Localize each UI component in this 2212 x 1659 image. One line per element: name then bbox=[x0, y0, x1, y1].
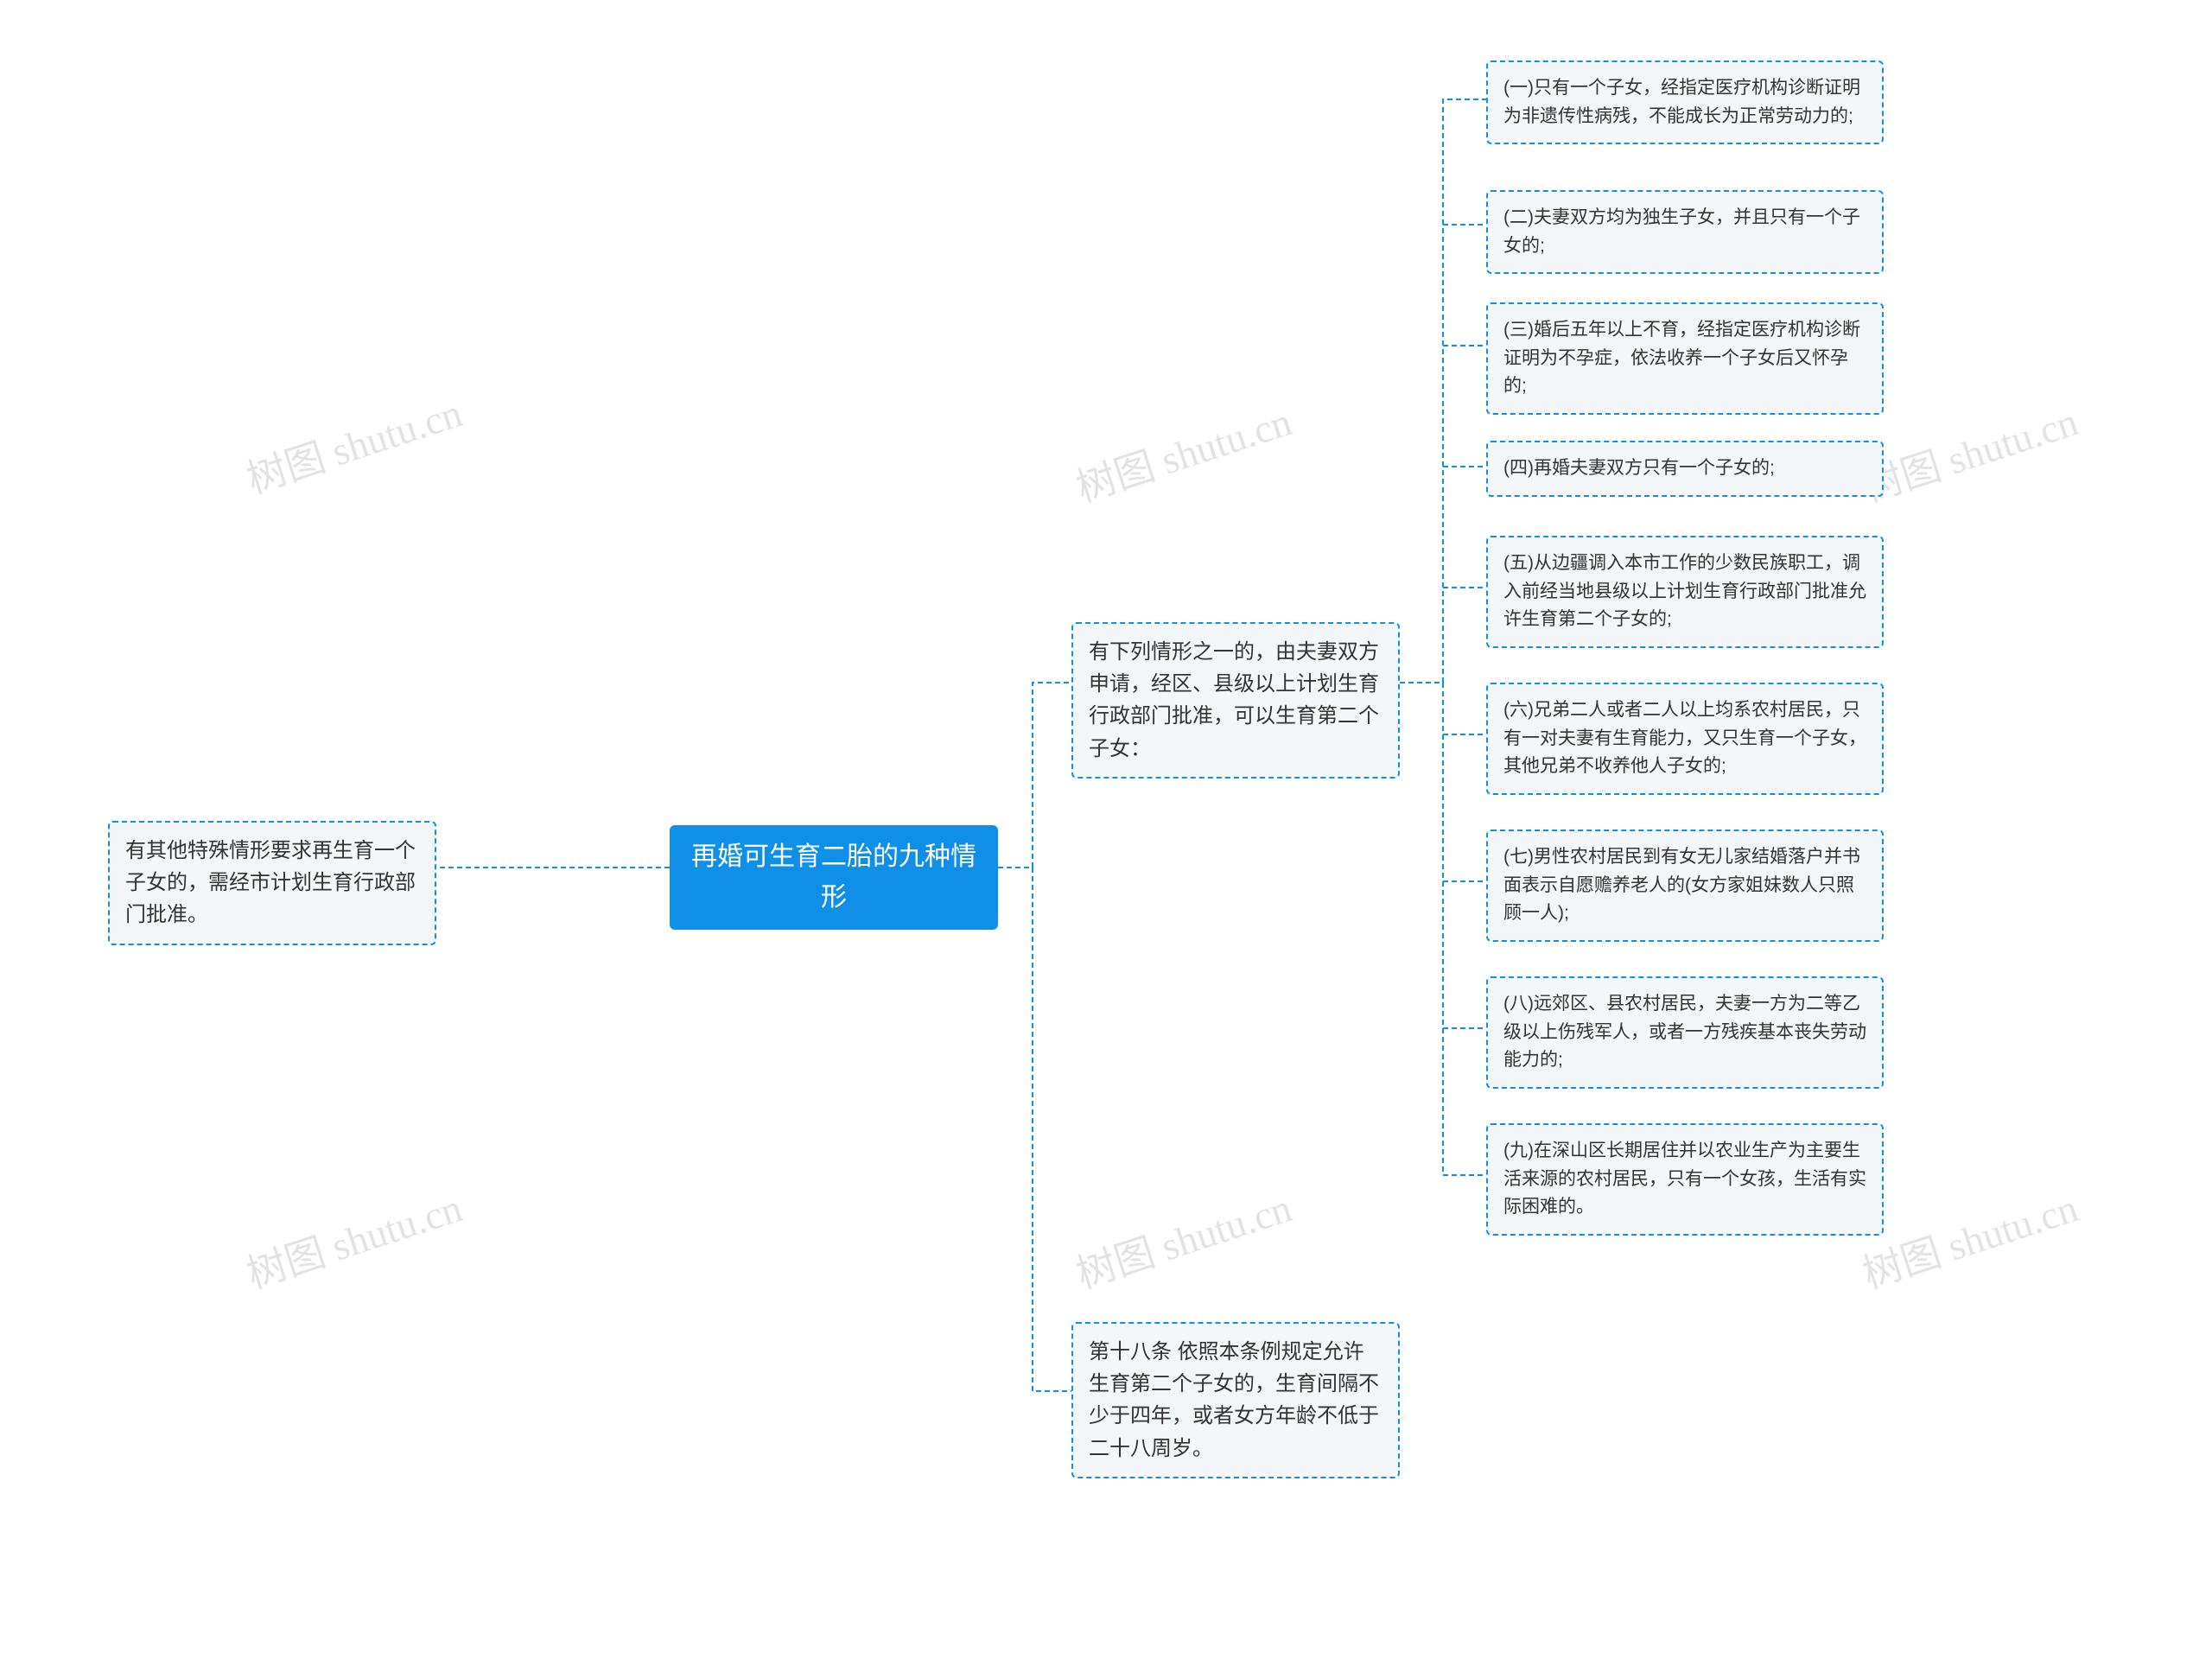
right-sub-0[interactable]: 有下列情形之一的，由夫妻双方申请，经区、县级以上计划生育行政部门批准，可以生育第… bbox=[1071, 622, 1400, 779]
leaf-0[interactable]: (一)只有一个子女，经指定医疗机构诊断证明为非遗传性病残，不能成长为正常劳动力的… bbox=[1486, 60, 1884, 144]
left-node[interactable]: 有其他特殊情形要求再生育一个子女的，需经市计划生育行政部门批准。 bbox=[108, 821, 436, 945]
right-sub-0-label: 有下列情形之一的，由夫妻双方申请，经区、县级以上计划生育行政部门批准，可以生育第… bbox=[1089, 640, 1379, 760]
right-sub-1[interactable]: 第十八条 依照本条例规定允许生育第二个子女的，生育间隔不少于四年，或者女方年龄不… bbox=[1071, 1322, 1400, 1478]
leaf-5[interactable]: (六)兄弟二人或者二人以上均系农村居民，只有一对夫妻有生育能力，又只生育一个子女… bbox=[1486, 683, 1884, 795]
leaf-2[interactable]: (三)婚后五年以上不育，经指定医疗机构诊断证明为不孕症，依法收养一个子女后又怀孕… bbox=[1486, 302, 1884, 415]
watermark: 树图 shutu.cn bbox=[1854, 391, 2084, 514]
leaf-7-label: (八)远郊区、县农村居民，夫妻一方为二等乙级以上伤残军人，或者一方残疾基本丧失劳… bbox=[1503, 994, 1866, 1070]
leaf-5-label: (六)兄弟二人或者二人以上均系农村居民，只有一对夫妻有生育能力，又只生育一个子女… bbox=[1503, 700, 1866, 776]
leaf-8-label: (九)在深山区长期居住并以农业生产为主要生活来源的农村居民，只有一个女孩，生活有… bbox=[1503, 1141, 1866, 1217]
leaf-0-label: (一)只有一个子女，经指定医疗机构诊断证明为非遗传性病残，不能成长为正常劳动力的… bbox=[1503, 78, 1860, 126]
leaf-3[interactable]: (四)再婚夫妻双方只有一个子女的; bbox=[1486, 441, 1884, 497]
leaf-1-label: (二)夫妻双方均为独生子女，并且只有一个子女的; bbox=[1503, 207, 1860, 256]
root-label: 再婚可生育二胎的九种情形 bbox=[691, 842, 976, 912]
right-sub-1-label: 第十八条 依照本条例规定允许生育第二个子女的，生育间隔不少于四年，或者女方年龄不… bbox=[1089, 1340, 1379, 1460]
watermark: 树图 shutu.cn bbox=[1068, 1177, 1298, 1300]
watermark: 树图 shutu.cn bbox=[238, 382, 468, 505]
leaf-3-label: (四)再婚夫妻双方只有一个子女的; bbox=[1503, 458, 1775, 478]
leaf-1[interactable]: (二)夫妻双方均为独生子女，并且只有一个子女的; bbox=[1486, 190, 1884, 274]
watermark: 树图 shutu.cn bbox=[238, 1177, 468, 1300]
watermark: 树图 shutu.cn bbox=[1854, 1177, 2084, 1300]
leaf-2-label: (三)婚后五年以上不育，经指定医疗机构诊断证明为不孕症，依法收养一个子女后又怀孕… bbox=[1503, 320, 1860, 396]
leaf-7[interactable]: (八)远郊区、县农村居民，夫妻一方为二等乙级以上伤残军人，或者一方残疾基本丧失劳… bbox=[1486, 976, 1884, 1089]
leaf-4-label: (五)从边疆调入本市工作的少数民族职工，调入前经当地县级以上计划生育行政部门批准… bbox=[1503, 553, 1866, 629]
leaf-6-label: (七)男性农村居民到有女无儿家结婚落户并书面表示自愿赡养老人的(女方家姐妹数人只… bbox=[1503, 847, 1860, 923]
watermark: 树图 shutu.cn bbox=[1068, 391, 1298, 514]
leaf-8[interactable]: (九)在深山区长期居住并以农业生产为主要生活来源的农村居民，只有一个女孩，生活有… bbox=[1486, 1123, 1884, 1236]
left-label: 有其他特殊情形要求再生育一个子女的，需经市计划生育行政部门批准。 bbox=[125, 839, 416, 926]
root-node[interactable]: 再婚可生育二胎的九种情形 bbox=[670, 825, 998, 930]
leaf-4[interactable]: (五)从边疆调入本市工作的少数民族职工，调入前经当地县级以上计划生育行政部门批准… bbox=[1486, 536, 1884, 648]
leaf-6[interactable]: (七)男性农村居民到有女无儿家结婚落户并书面表示自愿赡养老人的(女方家姐妹数人只… bbox=[1486, 830, 1884, 942]
